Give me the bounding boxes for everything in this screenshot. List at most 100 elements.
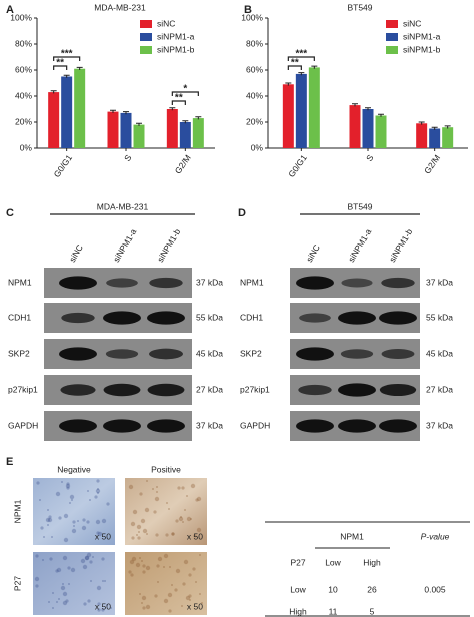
x-tick-label: S <box>364 152 376 163</box>
x-tick-label: G2/M <box>173 153 193 176</box>
significance-bracket <box>171 100 186 105</box>
significance-label: ** <box>56 58 64 69</box>
ihc-texture <box>97 608 101 612</box>
ihc-texture <box>142 564 146 568</box>
size-label: 45 kDa <box>196 348 223 358</box>
ihc-texture <box>184 509 186 511</box>
ihc-texture <box>96 531 100 535</box>
panel-label: C <box>6 207 14 219</box>
ihc-texture <box>145 565 151 571</box>
size-label: 37 kDa <box>196 420 223 430</box>
ihc-texture <box>90 580 92 582</box>
ihc-image <box>125 552 207 615</box>
error-bar <box>365 107 371 111</box>
error-bar <box>352 103 358 107</box>
blot-band <box>341 278 373 288</box>
y-tick-label: 60% <box>15 64 32 74</box>
ihc-image <box>33 478 115 545</box>
ihc-texture <box>82 518 86 522</box>
ihc-texture <box>106 604 108 606</box>
ihc-texture <box>48 601 50 603</box>
ihc-texture <box>188 594 192 598</box>
ihc-texture <box>139 557 141 559</box>
blot-band <box>106 278 138 288</box>
ihc-texture <box>163 566 165 568</box>
ihc-texture <box>139 492 143 496</box>
ihc-texture <box>169 566 171 568</box>
error-bar <box>418 121 425 125</box>
y-tick-label: 40% <box>246 90 263 100</box>
ihc-texture <box>62 583 64 585</box>
ihc-texture <box>52 592 54 594</box>
blot-band <box>60 384 96 396</box>
bar <box>429 128 441 148</box>
ihc-texture <box>34 576 40 582</box>
ihc-texture <box>130 521 136 527</box>
bar <box>74 68 86 148</box>
ihc-texture <box>183 559 189 565</box>
legend-label: siNPM1-b <box>157 44 195 54</box>
ihc-texture <box>102 580 104 582</box>
ihc-texture <box>152 488 154 490</box>
ihc-texture <box>181 486 185 490</box>
table-subheader: Low <box>325 557 341 567</box>
ihc-texture <box>145 604 151 610</box>
blot-band <box>59 347 97 361</box>
ihc-texture <box>45 517 51 523</box>
chart-title: MDA-MB-231 <box>94 2 146 12</box>
ihc-texture <box>174 588 178 592</box>
ihc-texture <box>71 528 77 534</box>
protein-label: SKP2 <box>240 348 262 358</box>
column-label: Positive <box>151 464 181 474</box>
bar <box>120 112 132 148</box>
magnification: x 50 <box>95 531 111 541</box>
row-label: NPM1 <box>12 499 22 523</box>
significance-label: ** <box>291 58 299 69</box>
bar <box>179 122 191 148</box>
ihc-texture <box>175 519 179 523</box>
y-tick-label: 20% <box>246 116 263 126</box>
size-label: 37 kDa <box>426 277 453 287</box>
ihc-texture <box>101 557 105 561</box>
ihc-texture <box>96 479 100 483</box>
ihc-texture <box>95 519 101 525</box>
ihc-texture <box>153 510 157 514</box>
blot-band <box>338 383 376 397</box>
ihc-texture <box>156 486 158 488</box>
blot-band <box>381 349 415 359</box>
bar <box>308 67 320 148</box>
ihc-texture <box>131 536 135 540</box>
ihc-texture <box>106 502 110 506</box>
ihc-texture <box>177 486 181 490</box>
bar <box>295 73 307 148</box>
ihc-texture <box>156 564 160 568</box>
ihc-texture <box>96 585 102 591</box>
ihc-texture <box>171 584 173 586</box>
table-cell: 5 <box>370 606 375 616</box>
ihc-texture <box>171 532 175 536</box>
ihc-texture <box>130 573 134 577</box>
ihc-texture <box>167 592 173 598</box>
error-bar <box>378 113 384 117</box>
legend-swatch <box>386 33 398 41</box>
ihc-texture <box>52 607 54 609</box>
protein-label: GAPDH <box>240 420 270 430</box>
ihc-texture <box>47 517 53 523</box>
y-tick-label: 80% <box>15 38 32 48</box>
ihc-texture <box>43 536 45 538</box>
ihc-texture <box>51 536 53 538</box>
protein-label: SKP2 <box>8 348 30 358</box>
ihc-texture <box>62 555 68 561</box>
significance-bracket <box>171 91 199 96</box>
size-label: 55 kDa <box>426 312 453 322</box>
ihc-texture <box>72 520 76 524</box>
table-cell: 11 <box>329 606 338 616</box>
ihc-texture <box>165 533 169 537</box>
ihc-texture <box>146 480 148 482</box>
error-bar <box>285 82 292 86</box>
ihc-texture <box>193 534 197 538</box>
chart-title: BT549 <box>347 2 372 12</box>
ihc-texture <box>181 605 183 607</box>
